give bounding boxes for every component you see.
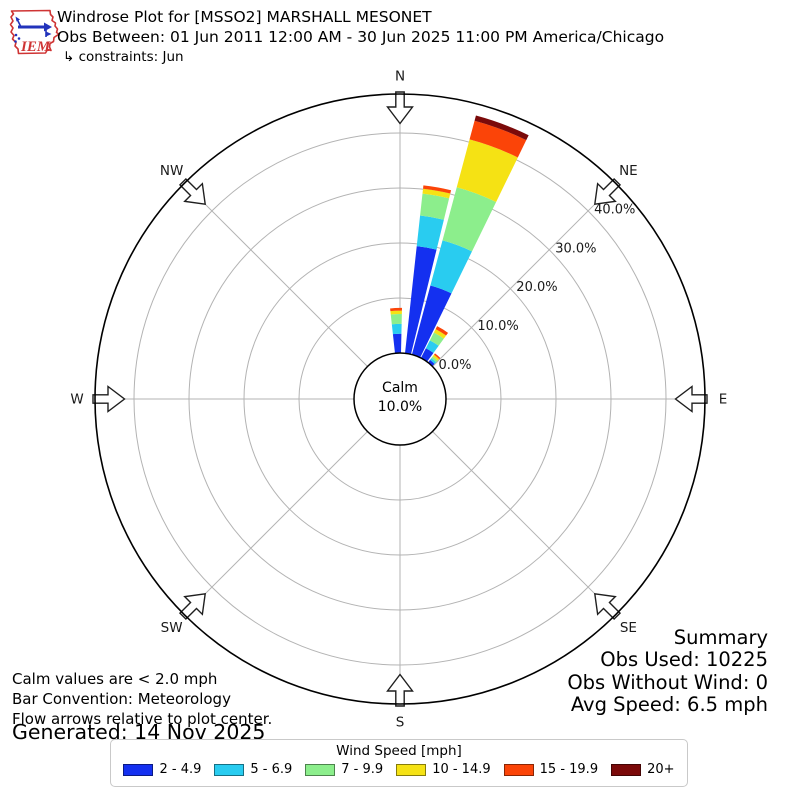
legend-label: 15 - 19.9: [539, 762, 599, 777]
compass-label: NE: [619, 163, 638, 179]
windrose-bar-segment: [405, 246, 437, 355]
grid-spoke: [432, 182, 617, 367]
iowa-map-icon: [9, 9, 60, 55]
windrose-bar-segment: [435, 326, 449, 336]
summary-block: Summary Obs Used: 10225 Obs Without Wind…: [567, 626, 768, 717]
legend-title: Wind Speed [mph]: [336, 743, 462, 759]
windrose-bar-segment: [391, 323, 402, 335]
windrose-bar-segment: [420, 348, 434, 362]
grid-spoke: [432, 431, 617, 616]
note-flow-arrows: Flow arrows relative to plot center.: [12, 710, 273, 728]
windrose-bar-segment: [430, 240, 472, 294]
summary-obs-without-wind: Obs Without Wind: 0: [567, 670, 768, 694]
ring-label: 0.0%: [439, 358, 472, 373]
windrose-bar-segment: [431, 356, 438, 363]
windrose-bar-segment: [430, 358, 437, 364]
legend-swatch: [503, 763, 534, 776]
note-calm: Calm values are < 2.0 mph: [12, 670, 218, 688]
page-constraints: ↳ constraints: Jun: [63, 49, 184, 65]
legend-item: 15 - 19.9: [503, 762, 599, 777]
windrose-bar-segment: [390, 310, 402, 315]
legend-item: 2 - 4.9: [123, 762, 201, 777]
windrose-bar-segment: [469, 120, 527, 158]
legend-items: 2 - 4.9 5 - 6.9 7 - 9.9 10 - 14.9 15 - 19.9 2…: [123, 762, 675, 777]
windrose-bar-segment: [390, 313, 402, 325]
compass-label: NW: [160, 163, 183, 179]
grid-spoke: [183, 182, 368, 367]
summary-title: Summary: [673, 626, 768, 649]
ring-label: 40.0%: [594, 202, 635, 217]
legend-item: 10 - 14.9: [396, 762, 491, 777]
legend-item: 5 - 6.9: [214, 762, 292, 777]
page-subtitle: Obs Between: 01 Jun 2011 12:00 AM - 30 J…: [57, 28, 665, 46]
calm-value: 10.0%: [378, 399, 422, 415]
plot-notes: Calm values are < 2.0 mph Bar Convention…: [12, 669, 272, 729]
iem-logo: IEM: [9, 9, 60, 55]
wind-vane-icon: [14, 16, 52, 43]
windrose-bar-segment: [442, 187, 497, 252]
compass-label: N: [395, 69, 405, 85]
windrose-bar-segment: [425, 340, 439, 353]
flow-arrow-icon: [674, 385, 708, 413]
windrose-bar-segment: [428, 359, 435, 367]
windrose-bar-segment: [432, 354, 440, 361]
windrose-bar-segment: [392, 333, 402, 354]
legend-label: 5 - 6.9: [250, 762, 293, 777]
windrose-bar-segment: [411, 285, 452, 358]
outer-circle: [94, 93, 706, 705]
legend-swatch: [305, 763, 336, 776]
note-convention: Bar Convention: Meteorology: [12, 690, 231, 708]
calm-label: Calm: [382, 380, 418, 396]
legend-label: 20+: [647, 762, 675, 777]
summary-avg-speed: Avg Speed: 6.5 mph: [570, 693, 768, 717]
header: Windrose Plot for [MSSO2] MARSHALL MESON…: [57, 7, 664, 67]
summary-obs-used: Obs Used: 10225: [600, 648, 768, 672]
ring-label: 10.0%: [477, 319, 518, 334]
windrose-bar-segment: [422, 188, 451, 199]
windrose-bar-segment: [423, 185, 452, 194]
compass-label: SE: [620, 620, 637, 636]
grid-spoke: [183, 431, 368, 616]
calm-circle: [353, 352, 447, 446]
legend-swatch: [214, 763, 245, 776]
legend-swatch: [611, 763, 642, 776]
legend-item: 7 - 9.9: [305, 762, 383, 777]
legend-swatch: [396, 763, 427, 776]
flow-arrow-icon: [92, 385, 126, 413]
compass-label: S: [396, 715, 405, 731]
ring-label: 20.0%: [516, 280, 557, 295]
ring-label: 30.0%: [555, 241, 596, 256]
windrose-bar-segment: [434, 353, 441, 360]
windrose-bar-segment: [420, 193, 450, 220]
legend-label: 2 - 4.9: [159, 762, 202, 777]
legend-swatch: [123, 763, 154, 776]
windrose-bar-segment: [416, 215, 444, 250]
flow-arrow-icon: [386, 91, 414, 125]
legend-item: 20+: [611, 762, 675, 777]
compass-label: SW: [161, 620, 183, 636]
windrose-bar-segment: [474, 115, 529, 141]
windrose-bar-segment: [390, 307, 402, 312]
flow-arrow-icon: [386, 673, 414, 707]
legend-label: 7 - 9.9: [341, 762, 384, 777]
windrose-bar-segment: [429, 332, 444, 346]
compass-label: E: [719, 392, 728, 408]
logo-text: IEM: [20, 39, 51, 55]
compass-label: W: [70, 392, 83, 408]
page-title: Windrose Plot for [MSSO2] MARSHALL MESON…: [57, 8, 432, 26]
windrose-bar-segment: [456, 139, 518, 202]
legend: Wind Speed [mph] 2 - 4.9 5 - 6.9 7 - 9.9 10…: [110, 739, 688, 787]
legend-label: 10 - 14.9: [432, 762, 491, 777]
windrose-bar-segment: [433, 329, 447, 339]
